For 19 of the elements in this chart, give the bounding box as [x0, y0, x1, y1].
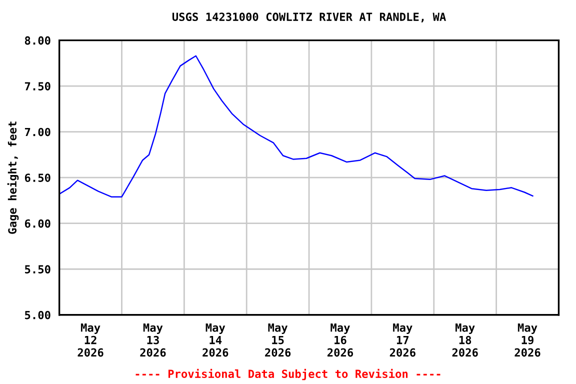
- y-tick-label: 6.50: [24, 174, 50, 182]
- chart-title: USGS 14231000 COWLITZ RIVER AT RANDLE, WA: [172, 12, 446, 22]
- y-tick-label: 5.00: [25, 310, 50, 320]
- x-tick-label: May 16 2026: [327, 324, 354, 357]
- y-tick-label: 7.50: [24, 82, 50, 90]
- y-tick-label: 6.00: [24, 219, 50, 228]
- x-tick-label: May 17 2026: [390, 324, 416, 357]
- y-axis-title: Gage height, feet: [7, 122, 19, 234]
- x-tick-label: May 14 2026: [202, 324, 228, 357]
- x-tick-label: May 19 2026: [514, 324, 540, 357]
- x-tick-label: May 12 2026: [78, 324, 104, 357]
- x-tick-label: May 15 2026: [265, 324, 291, 357]
- line-series: [59, 55, 534, 198]
- x-tick-label: May 18 2026: [452, 324, 478, 357]
- x-tick-label: May 13 2026: [140, 324, 166, 357]
- y-tick-label: 7.00: [24, 128, 50, 136]
- y-tick-label: 5.50: [25, 265, 50, 274]
- y-tick-label: 8.00: [24, 36, 50, 45]
- text: ---- Provisional Data Subject to Revision ----: [136, 368, 440, 380]
